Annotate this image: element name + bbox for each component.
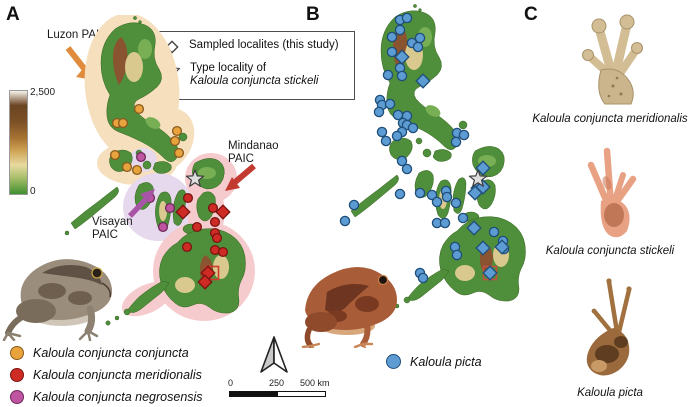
scale-tick-250: 250 <box>269 378 285 388</box>
picta-swatch <box>386 354 401 369</box>
type-locality-label: Type locality of Kaloula conjuncta stick… <box>190 62 319 87</box>
frog-photo-conjuncta <box>2 259 113 341</box>
panel-a-letter: A <box>6 4 21 25</box>
luzon-paic-label: Luzon PAIC <box>47 29 108 41</box>
photo-hand-stickeli <box>587 147 637 238</box>
photo-foot-meridionalis <box>582 14 643 105</box>
type-locality-star-a <box>185 169 205 187</box>
conjuncta-conjuncta-markers <box>109 103 185 176</box>
mindanao-paic-label: Mindanao PAIC <box>228 140 279 165</box>
elevation-max-label: 2,500 <box>30 87 56 98</box>
scale-tick-500: 500 km <box>300 378 330 388</box>
label-meridionalis-photo: Kaloula conjuncta meridionalis <box>532 113 688 125</box>
north-arrow-icon <box>260 336 288 373</box>
label-picta-photo: Kaloula picta <box>577 387 643 399</box>
mindanao-arrow-icon <box>225 163 256 191</box>
negrosensis-swatch <box>10 390 24 404</box>
scale-bar-black-segment <box>229 391 278 397</box>
legend-row-negrosensis: Kaloula conjuncta negrosensis <box>10 390 203 404</box>
visayan-paic-label: Visayan PAIC <box>92 216 133 241</box>
meridionalis-label: Kaloula conjuncta meridionalis <box>33 368 202 382</box>
meridionalis-swatch <box>10 368 24 382</box>
scale-tick-0: 0 <box>228 378 234 388</box>
map-b-philippines <box>339 4 526 314</box>
sampled-localities-label: Sampled localites (this study) <box>189 39 339 51</box>
picta-label: Kaloula picta <box>410 354 482 369</box>
visayan-arrow-icon <box>128 189 155 218</box>
map-a-philippines <box>64 15 255 326</box>
picta-sampled-diamonds <box>394 49 510 281</box>
elevation-gradient-bar <box>9 90 28 195</box>
meridionalis-sampled-diamonds <box>175 204 231 290</box>
legend-row-meridionalis: Kaloula conjuncta meridionalis <box>10 368 202 382</box>
conjuncta-swatch <box>10 346 24 360</box>
panel-b-letter: B <box>306 4 321 25</box>
negrosensis-label: Kaloula conjuncta negrosensis <box>33 390 203 404</box>
conjuncta-meridionalis-markers <box>181 192 229 258</box>
panel-c-letter: C <box>524 4 539 25</box>
label-stickeli-photo: Kaloula conjuncta stickeli <box>545 245 675 257</box>
scale-bar: 0 250 500 km <box>224 378 336 400</box>
photo-foot-picta <box>586 278 632 376</box>
picta-circle-markers <box>339 12 510 284</box>
legend-row-picta: Kaloula picta <box>386 354 482 369</box>
frog-photo-picta <box>301 267 397 348</box>
scale-bar-white-segment <box>277 391 326 397</box>
type-locality-star-b <box>468 169 488 187</box>
elevation-min-label: 0 <box>30 186 36 197</box>
legend-row-conjuncta: Kaloula conjuncta conjuncta <box>10 346 189 360</box>
conjuncta-label: Kaloula conjuncta conjuncta <box>33 346 189 360</box>
